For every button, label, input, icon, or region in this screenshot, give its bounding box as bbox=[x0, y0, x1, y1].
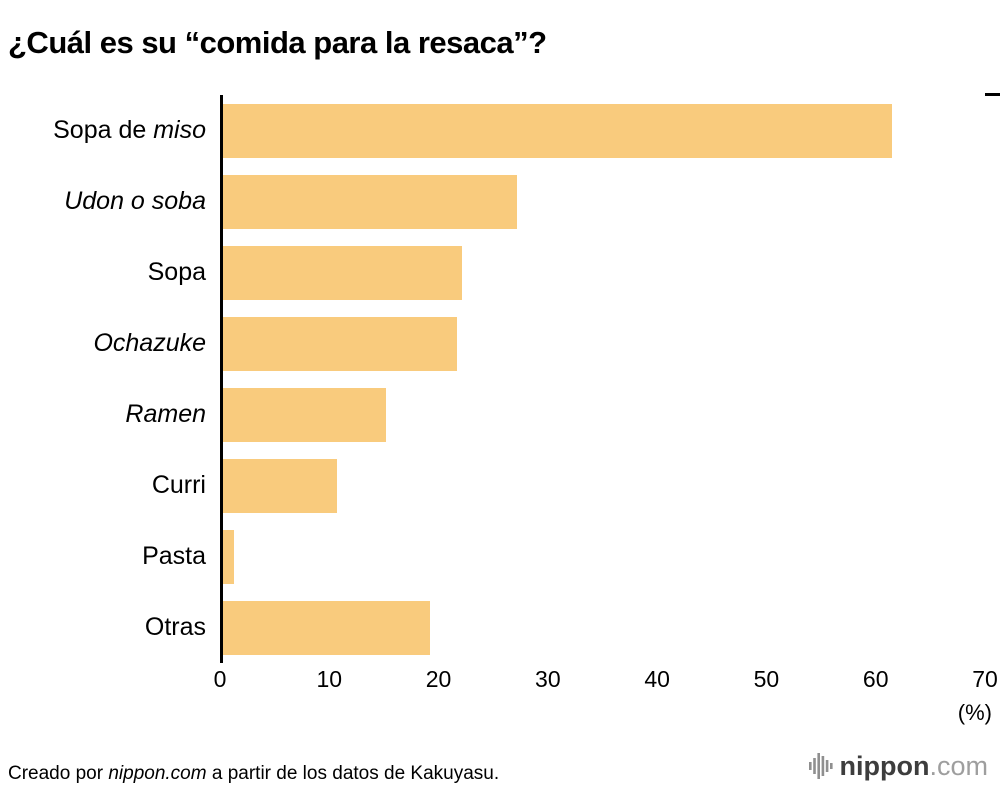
bar-track bbox=[220, 95, 985, 166]
category-label: Pasta bbox=[0, 542, 220, 571]
bar-track bbox=[220, 308, 985, 379]
chart-row: Ochazuke bbox=[0, 308, 985, 379]
chart-row: Udon o soba bbox=[0, 166, 985, 237]
top-right-axis-dash bbox=[985, 93, 1000, 96]
bar-track bbox=[220, 450, 985, 521]
bar bbox=[223, 458, 338, 513]
chart-row: Sopa de miso bbox=[0, 95, 985, 166]
logo-name: nippon bbox=[839, 750, 930, 781]
bar-track bbox=[220, 379, 985, 450]
logo-suffix: .com bbox=[929, 750, 988, 781]
category-label-italic-part: miso bbox=[153, 116, 206, 144]
category-label: Sopa bbox=[0, 258, 220, 287]
chart-title: ¿Cuál es su “comida para la resaca”? bbox=[8, 24, 547, 60]
bar bbox=[223, 245, 463, 300]
nippon-logo-text: nippon.com bbox=[839, 750, 988, 781]
chart-row: Ramen bbox=[0, 379, 985, 450]
bar bbox=[223, 600, 430, 655]
category-label: Sopa de miso bbox=[0, 116, 220, 145]
x-axis-tick-labels: 0 10 20 30 40 50 60 70 bbox=[214, 666, 998, 696]
credit-italic-part: nippon.com bbox=[108, 763, 207, 784]
x-tick-label: 0 bbox=[213, 666, 227, 692]
credit-part: a partir de los datos de Kakuyasu. bbox=[206, 763, 500, 784]
bar bbox=[223, 316, 458, 371]
bar-track bbox=[220, 237, 985, 308]
bar-track bbox=[220, 521, 985, 592]
category-label-italic-part: Ochazuke bbox=[93, 329, 206, 357]
chart-row: Otras bbox=[0, 592, 985, 663]
bar bbox=[223, 387, 387, 442]
bar-chart: Sopa de miso Udon o soba Sopa Ochazuke Ramen… bbox=[0, 95, 985, 663]
chart-row: Curri bbox=[0, 450, 985, 521]
x-tick-label: 20 bbox=[425, 666, 452, 692]
category-label-italic-part: Ramen bbox=[125, 400, 206, 428]
chart-row: Pasta bbox=[0, 521, 985, 592]
x-tick-label: 50 bbox=[753, 666, 780, 692]
x-tick-label: 40 bbox=[644, 666, 670, 692]
category-label: Udon o soba bbox=[0, 187, 220, 216]
category-label-part: Sopa bbox=[147, 258, 206, 286]
x-tick-label: 70 bbox=[972, 666, 998, 692]
category-label: Ramen bbox=[0, 400, 220, 429]
category-label-part: Sopa de bbox=[53, 116, 154, 144]
chart-row: Sopa bbox=[0, 237, 985, 308]
bar bbox=[223, 529, 234, 584]
category-label: Ochazuke bbox=[0, 329, 220, 358]
x-tick-label: 30 bbox=[535, 666, 561, 692]
bar-track bbox=[220, 166, 985, 237]
x-axis-unit-label: (%) bbox=[957, 700, 992, 725]
category-label: Curri bbox=[0, 471, 220, 500]
category-label-part: Otras bbox=[144, 613, 206, 641]
source-credit: Creado por nippon.com a partir de los da… bbox=[8, 763, 499, 785]
credit-part: Creado por bbox=[8, 763, 109, 784]
category-label-part: Curri bbox=[151, 471, 206, 499]
category-label: Otras bbox=[0, 613, 220, 642]
bar-track bbox=[220, 592, 985, 663]
nippon-logo: nippon.com bbox=[808, 750, 988, 781]
bar bbox=[223, 174, 517, 229]
nippon-logo-icon bbox=[808, 752, 833, 780]
category-label-part: Pasta bbox=[142, 542, 206, 570]
x-tick-label: 10 bbox=[316, 666, 343, 692]
category-label-italic-part: Udon o soba bbox=[64, 187, 206, 215]
x-tick-label: 60 bbox=[862, 666, 889, 692]
bar bbox=[223, 103, 893, 158]
